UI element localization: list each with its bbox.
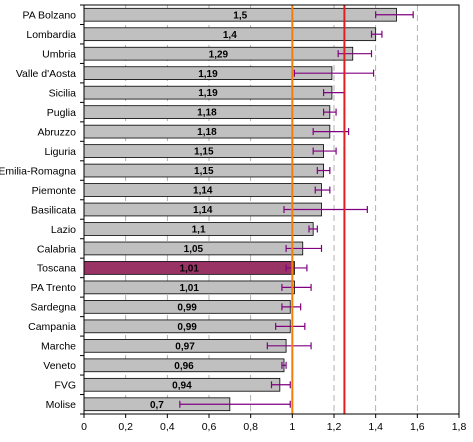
- category-label: FVG: [54, 380, 76, 392]
- value-label: 1,18: [197, 127, 217, 138]
- x-tick-labels: 0 0,2 0,4 0,6 0,8 1 1,2 1,4 1,6 1,8: [81, 421, 466, 433]
- category-label: Piemonte: [32, 185, 77, 197]
- category-label: Toscana: [37, 263, 76, 275]
- x-tick-label: 0,8: [243, 421, 258, 433]
- x-tick-label: 1,4: [368, 421, 383, 433]
- x-tick-label: 0,2: [118, 421, 133, 433]
- value-label: 1,01: [179, 264, 199, 275]
- value-label: 0,99: [177, 322, 197, 333]
- category-label: Calabria: [37, 243, 76, 255]
- category-label: Lombardia: [26, 29, 76, 41]
- x-tick-label: 1: [289, 421, 295, 433]
- category-label: Molise: [46, 399, 77, 411]
- category-label: PA Trento: [31, 282, 76, 294]
- x-tick-label: 1,2: [327, 421, 342, 433]
- value-label: 1,19: [198, 88, 218, 99]
- category-label: Puglia: [47, 107, 76, 119]
- category-label: Sardegna: [30, 302, 76, 314]
- value-label: 1,15: [194, 166, 214, 177]
- value-label: 1,14: [193, 205, 213, 216]
- category-label: Basilicata: [31, 204, 76, 216]
- axes: [80, 4, 460, 418]
- category-label: Sicilia: [49, 87, 77, 99]
- value-label: 0,99: [177, 302, 197, 313]
- category-label: Umbria: [42, 48, 76, 60]
- plot-frame: [83, 4, 460, 415]
- category-label: Campania: [28, 321, 76, 333]
- value-label: 1,19: [198, 69, 218, 80]
- category-label: Liguria: [44, 146, 76, 158]
- category-label: PA Bolzano: [22, 10, 76, 22]
- x-tick-label: 1,6: [410, 421, 425, 433]
- value-label: 0,94: [172, 380, 192, 391]
- value-label: 1,5: [233, 10, 247, 21]
- x-tick-label: 1,8: [452, 421, 467, 433]
- value-label: 1,14: [193, 186, 213, 197]
- value-label: 1,1: [192, 225, 206, 236]
- category-label: Marche: [41, 341, 76, 353]
- value-label: 0,97: [175, 341, 195, 352]
- value-label: 1,29: [209, 49, 229, 60]
- x-tick-label: 0,6: [202, 421, 217, 433]
- value-label: 1,4: [223, 30, 237, 41]
- value-label: 0,7: [150, 400, 164, 411]
- x-tick-label: 0,4: [160, 421, 175, 433]
- value-label: 1,01: [179, 283, 199, 294]
- category-label: Valle d'Aosta: [16, 68, 76, 80]
- value-labels: 1,5 1,4 1,29 1,19 1,19 1,18 1,18 1,15 1,15 1,14 1,…: [150, 10, 248, 411]
- category-labels: PA Bolzano Lombardia Umbria Valle d'Aosta Si…: [0, 10, 76, 412]
- category-label: Lazio: [51, 224, 76, 236]
- category-label: Abruzzo: [37, 126, 76, 138]
- value-label: 1,18: [197, 108, 217, 119]
- reference-lines: [291, 5, 346, 414]
- value-label: 0,96: [174, 361, 194, 372]
- x-tick-label: 0: [81, 421, 87, 433]
- value-label: 1,15: [194, 147, 214, 158]
- category-label: Veneto: [43, 360, 76, 372]
- value-label: 1,05: [184, 244, 204, 255]
- category-label: Emilia-Romagna: [0, 165, 76, 177]
